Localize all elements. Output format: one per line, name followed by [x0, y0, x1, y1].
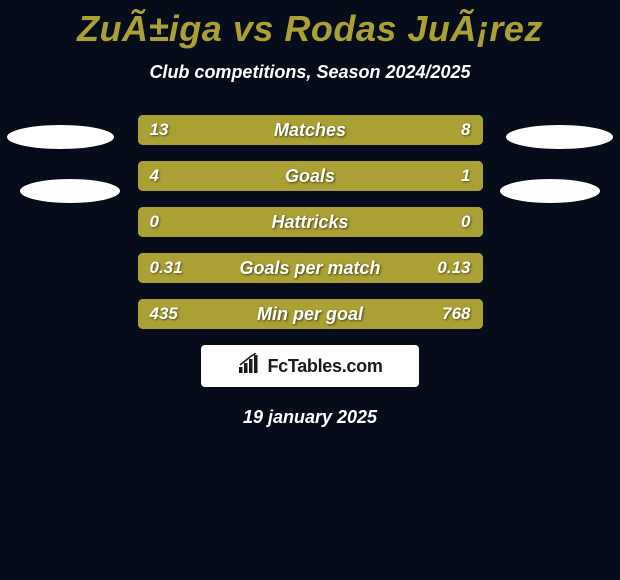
stat-label: Matches — [138, 115, 483, 145]
stat-label: Min per goal — [138, 299, 483, 329]
player-left-marker-1 — [7, 125, 114, 149]
stat-value-right: 0 — [461, 207, 470, 237]
page-root: ZuÃ±iga vs Rodas JuÃ¡rez Club competitio… — [0, 0, 620, 580]
page-title: ZuÃ±iga vs Rodas JuÃ¡rez — [0, 0, 620, 50]
bar-chart-icon — [237, 353, 263, 380]
stat-value-right: 768 — [442, 299, 470, 329]
stat-row: 13 Matches 8 — [138, 115, 483, 145]
stat-label: Goals — [138, 161, 483, 191]
page-subtitle: Club competitions, Season 2024/2025 — [0, 62, 620, 83]
stats-container: 13 Matches 8 4 Goals 1 0 Hattricks 0 0.3… — [138, 115, 483, 329]
stat-value-right: 8 — [461, 115, 470, 145]
stat-row: 0.31 Goals per match 0.13 — [138, 253, 483, 283]
snapshot-date: 19 january 2025 — [0, 407, 620, 428]
player-right-marker-1 — [506, 125, 613, 149]
fctables-logo[interactable]: FcTables.com — [201, 345, 419, 387]
stat-value-right: 1 — [461, 161, 470, 191]
stat-row: 0 Hattricks 0 — [138, 207, 483, 237]
stat-row: 4 Goals 1 — [138, 161, 483, 191]
stat-value-right: 0.13 — [437, 253, 470, 283]
stat-row: 435 Min per goal 768 — [138, 299, 483, 329]
stat-label: Hattricks — [138, 207, 483, 237]
fctables-logo-text: FcTables.com — [267, 356, 382, 377]
player-right-marker-2 — [500, 179, 600, 203]
player-left-marker-2 — [20, 179, 120, 203]
stat-label: Goals per match — [138, 253, 483, 283]
